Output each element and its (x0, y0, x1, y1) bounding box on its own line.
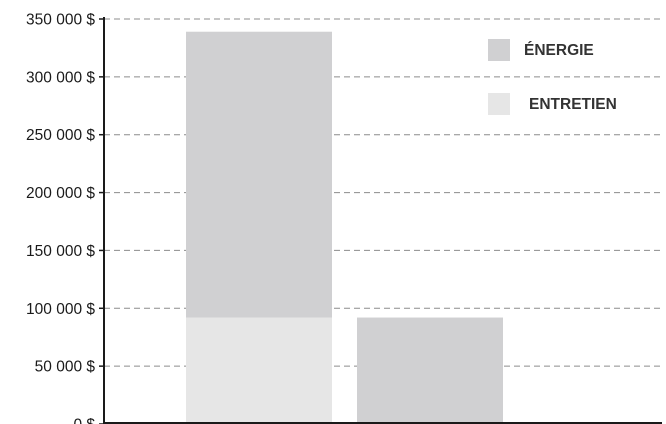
bar-segment-energie-1 (186, 31, 332, 318)
y-tick-label: 300 000 $ (26, 69, 95, 86)
bar-segment-energie-2 (357, 317, 503, 424)
y-tick-label: 150 000 $ (26, 243, 95, 260)
y-tick-label: 100 000 $ (26, 301, 95, 318)
legend-swatch (488, 39, 510, 61)
y-tick-label: 350 000 $ (26, 12, 95, 29)
legend-label: ÉNERGIE (524, 42, 594, 59)
bar-segment-entretien-1 (186, 317, 332, 424)
legend: ÉNERGIE ENTRETIEN (488, 39, 617, 115)
y-tick-label: 250 000 $ (26, 127, 95, 144)
bars (186, 31, 503, 424)
y-tick-label: 0 $ (73, 417, 95, 424)
y-tick-label: 50 000 $ (35, 359, 96, 376)
y-axis-tick-labels: 0 $ 50 000 $ 100 000 $ 150 000 $ 200 000 $ 25… (26, 12, 95, 424)
legend-label: ENTRETIEN (529, 96, 617, 113)
axes (99, 17, 662, 424)
y-tick-label: 200 000 $ (26, 185, 95, 202)
legend-swatch (488, 93, 510, 115)
